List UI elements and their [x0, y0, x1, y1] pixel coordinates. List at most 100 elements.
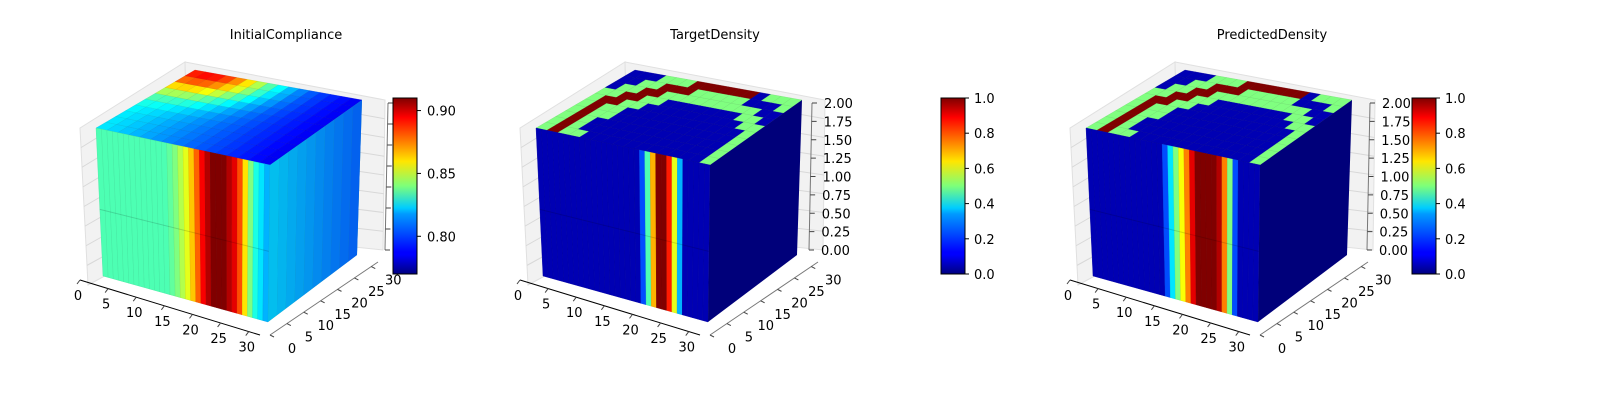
y-tick-label: 5	[745, 331, 753, 346]
x-tick-label: 30	[678, 341, 695, 356]
y-tick-label: 15	[1324, 308, 1341, 323]
voxel-column	[226, 155, 233, 313]
y-tick	[303, 311, 308, 315]
y-tick-label: 20	[1341, 296, 1358, 311]
colorbar-tick-label: 0.0	[974, 268, 995, 283]
y-tick	[371, 266, 376, 270]
voxel-column	[209, 152, 217, 308]
y-tick-label: 5	[305, 331, 313, 346]
voxel-column	[285, 145, 298, 309]
colorbar-tick-label: 1.0	[1445, 92, 1466, 107]
y-tick	[1276, 323, 1282, 327]
y-tick	[1327, 288, 1332, 292]
x-tick-label: 30	[1228, 341, 1245, 356]
voxel-column	[339, 106, 353, 269]
colorbar-tick-label: 0.2	[1445, 233, 1466, 248]
voxel-column	[312, 126, 326, 289]
x-tick	[685, 331, 690, 336]
y-tick-label: 30	[385, 274, 402, 289]
x-tick-label: 15	[1144, 315, 1161, 330]
voxel-column	[1210, 154, 1217, 311]
chart-title: PredictedDensity	[1217, 28, 1328, 43]
z-tick-label: 1.75	[824, 115, 853, 130]
y-tick-label: 15	[334, 308, 351, 323]
y-tick	[269, 334, 275, 338]
y-tick	[1361, 266, 1366, 270]
voxel-column	[294, 139, 307, 302]
z-tick-label: 1.50	[1381, 134, 1410, 149]
y-tick	[1293, 311, 1298, 315]
x-tick	[1094, 288, 1099, 293]
x-tick-label: 25	[210, 332, 227, 347]
y-tick-label: 30	[825, 274, 842, 289]
voxel-column	[268, 158, 280, 322]
y-tick	[794, 277, 799, 281]
x-tick	[1066, 279, 1071, 285]
colorbar-tick-label: 0.85	[427, 167, 456, 182]
layer-seam	[1089, 208, 1260, 252]
z-tick-label: 1.25	[1381, 152, 1410, 167]
voxel-column	[1216, 155, 1223, 313]
x-tick	[245, 331, 250, 336]
z-tick-label: 1.75	[1382, 115, 1411, 130]
z-axis-line	[384, 102, 389, 251]
colorbar-gradient	[1411, 97, 1437, 275]
voxel-column	[1221, 156, 1228, 314]
x-axis-line	[1069, 279, 1251, 336]
x-tick	[1179, 314, 1183, 319]
z-tick-label: 1.25	[823, 152, 852, 167]
cube-front-face	[535, 127, 711, 323]
colorbar-tick-label: 0.8	[1445, 127, 1466, 142]
z-tick-label: 1.50	[823, 134, 852, 149]
voxel-column	[676, 157, 684, 316]
colorbar-tick-label: 0.0	[1445, 268, 1466, 283]
y-tick	[811, 266, 816, 270]
z-tick-label: 0.75	[822, 189, 851, 204]
y-axis-line	[1259, 261, 1369, 336]
z-tick-label: 2.00	[1382, 97, 1411, 112]
y-axis-line	[269, 261, 379, 336]
y-tick-label: 0	[1278, 342, 1286, 357]
voxel-column	[215, 153, 222, 310]
voxel-column	[220, 154, 227, 311]
y-tick	[320, 300, 325, 304]
y-tick	[1259, 334, 1265, 338]
x-tick-label: 10	[1116, 306, 1133, 321]
y-tick-label: 20	[351, 296, 368, 311]
y-tick	[337, 288, 342, 292]
colorbar: 0.0 0.2 0.4 0.6 0.8 1.0	[940, 92, 995, 283]
x-tick-label: 20	[622, 323, 639, 338]
x-tick-label: 5	[542, 298, 550, 313]
voxel-column	[1205, 153, 1212, 310]
voxel-column	[303, 132, 316, 296]
side-face	[708, 100, 802, 322]
voxel-column	[1226, 157, 1234, 316]
chart-title: TargetDensity	[669, 28, 760, 43]
x-tick-label: 25	[1200, 332, 1217, 347]
y-tick	[286, 323, 292, 327]
colorbar: 0.80 0.85 0.90	[392, 97, 456, 275]
z-tick-label: 0.75	[1380, 189, 1409, 204]
voxel-column	[276, 152, 289, 316]
x-tick	[544, 288, 549, 293]
voxel-column	[330, 113, 344, 276]
cube-top-face	[535, 69, 803, 166]
voxel-column	[1199, 152, 1207, 308]
voxel-column	[649, 152, 657, 308]
x-tick	[76, 279, 81, 285]
y-tick-label: 20	[791, 296, 808, 311]
layer-seam	[99, 208, 270, 252]
cube-top-face	[1085, 69, 1353, 166]
y-tick	[743, 311, 748, 315]
colorbar-gradient	[392, 97, 418, 275]
x-tick-label: 15	[154, 315, 171, 330]
y-tick	[1344, 277, 1349, 281]
y-tick-label: 15	[774, 308, 791, 323]
z-tick-label: 1.00	[823, 171, 852, 186]
cube-front-face	[1085, 127, 1261, 323]
y-tick-label: 25	[808, 285, 825, 300]
voxel-column	[660, 154, 667, 311]
y-tick-label: 10	[317, 319, 334, 334]
